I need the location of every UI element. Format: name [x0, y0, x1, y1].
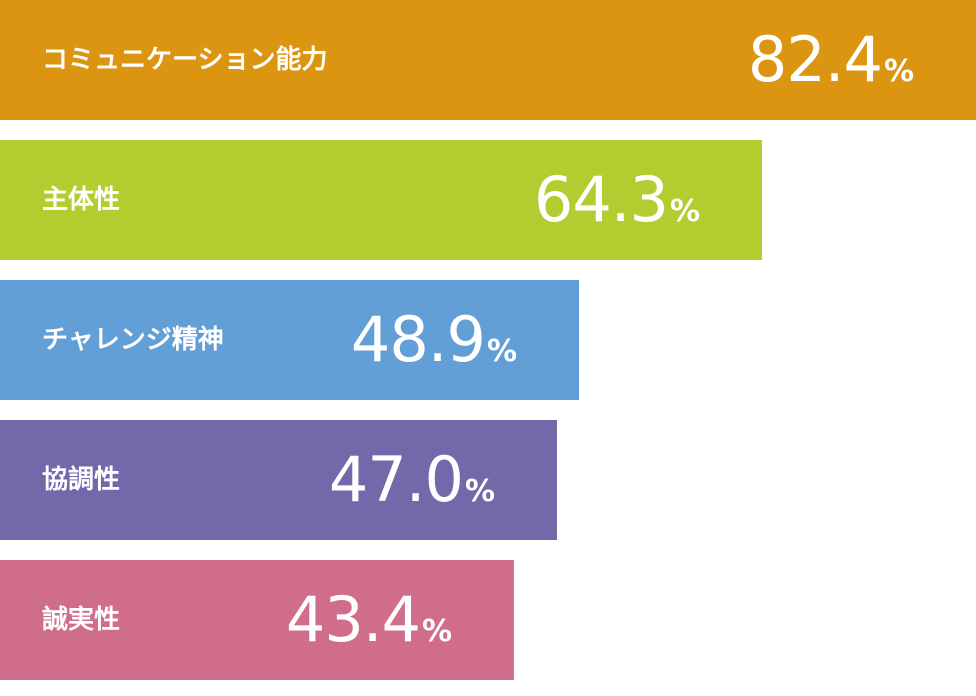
- bar-value-label: 48.9%: [351, 280, 517, 400]
- bar: 誠実性 43.4%: [0, 560, 514, 680]
- bar-value-label: 64.3%: [534, 140, 700, 260]
- bar-value-number: 82.4: [747, 23, 883, 96]
- bar-value-number: 47.0: [328, 443, 464, 516]
- bar-category-label: コミュニケーション能力: [42, 45, 328, 75]
- bar: 協調性 47.0%: [0, 420, 557, 540]
- bar-category-label: 誠実性: [42, 605, 121, 635]
- bar-value-label: 43.4%: [286, 560, 452, 680]
- bar: 主体性 64.3%: [0, 140, 762, 260]
- bar-value-unit: %: [669, 194, 700, 229]
- bar-category-label: 主体性: [42, 185, 121, 215]
- bar-value-label: 47.0%: [329, 420, 495, 540]
- bar-value-unit: %: [486, 334, 517, 369]
- bar: コミュニケーション能力 82.4%: [0, 0, 976, 120]
- bar-value-unit: %: [421, 614, 452, 649]
- bar-value-unit: %: [883, 54, 914, 89]
- bar-value-unit: %: [464, 474, 495, 509]
- bar-category-label: 協調性: [42, 465, 121, 495]
- bar-value-label: 82.4%: [748, 0, 914, 120]
- bar-chart: コミュニケーション能力 82.4% 主体性 64.3% チャレンジ精神 48.9% 協調性 4…: [0, 0, 976, 680]
- bar-value-number: 43.4: [285, 583, 421, 656]
- bar: チャレンジ精神 48.9%: [0, 280, 579, 400]
- bar-value-number: 64.3: [533, 163, 669, 236]
- bar-category-label: チャレンジ精神: [42, 325, 224, 355]
- bar-value-number: 48.9: [350, 303, 486, 376]
